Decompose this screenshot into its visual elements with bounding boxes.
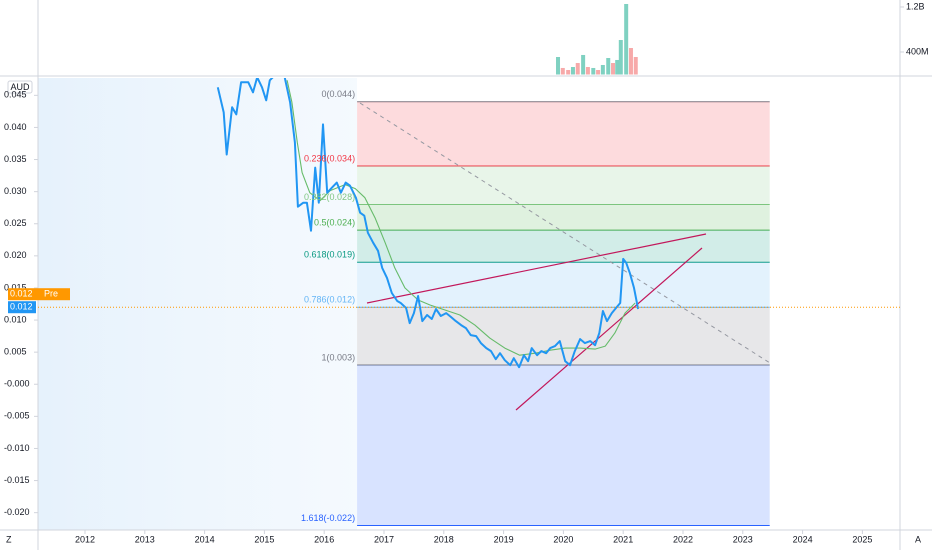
fib-label: 0.236(0.034) bbox=[304, 153, 355, 163]
fib-band bbox=[357, 101, 770, 166]
x-tick-label: 2023 bbox=[733, 534, 753, 544]
volume-bar bbox=[591, 67, 596, 75]
pre-market-tag: Pre bbox=[44, 289, 58, 299]
x-tick-label: 2013 bbox=[135, 534, 155, 544]
x-tick-label: 2018 bbox=[434, 534, 454, 544]
scale-mode[interactable]: Z bbox=[6, 534, 12, 544]
fib-band bbox=[357, 230, 770, 263]
volume-bar bbox=[575, 63, 580, 75]
volume-bar bbox=[566, 69, 571, 75]
fib-label: 1(0.003) bbox=[322, 352, 356, 362]
volume-bar bbox=[596, 69, 601, 75]
y-tick-label: 0.010 bbox=[4, 314, 27, 324]
currency-label: AUD bbox=[10, 82, 30, 92]
fib-trend-line bbox=[359, 102, 771, 364]
background-shade bbox=[38, 78, 357, 530]
x-tick-label: 2021 bbox=[613, 534, 633, 544]
fib-label: 0(0.044) bbox=[322, 89, 356, 99]
volume-bar bbox=[628, 47, 633, 75]
volume-bar bbox=[633, 57, 638, 75]
x-tick-label: 2025 bbox=[852, 534, 872, 544]
y-tick-label: -0.015 bbox=[4, 475, 30, 485]
y-tick-label: 0.035 bbox=[4, 154, 27, 164]
volume-bar bbox=[611, 63, 616, 75]
price-line bbox=[216, 78, 640, 369]
trend-line bbox=[366, 233, 707, 304]
x-tick-label: 2022 bbox=[673, 534, 693, 544]
volume-bar bbox=[615, 59, 620, 75]
volume-bar bbox=[581, 54, 586, 75]
volume-tick-label: 1.2B bbox=[906, 1, 925, 11]
volume-bar bbox=[600, 64, 605, 75]
scale-mode[interactable]: A bbox=[915, 534, 921, 544]
x-tick-label: 2024 bbox=[793, 534, 813, 544]
pre-market-label: 0.012 bbox=[10, 289, 33, 299]
y-tick-label: 0.030 bbox=[4, 186, 27, 196]
fib-band bbox=[357, 262, 770, 308]
volume-bar bbox=[556, 57, 561, 75]
fib-label: 0.5(0.024) bbox=[314, 218, 355, 228]
x-tick-label: 2019 bbox=[494, 534, 514, 544]
x-tick-label: 2015 bbox=[254, 534, 274, 544]
x-tick-label: 2016 bbox=[314, 534, 334, 544]
close-badge-label: 0.012 bbox=[10, 302, 33, 312]
volume-bar bbox=[585, 67, 590, 75]
x-tick-label: 2017 bbox=[374, 534, 394, 544]
fib-band bbox=[357, 364, 770, 526]
fib-label: 1.618(-0.022) bbox=[301, 513, 355, 523]
volume-bar bbox=[570, 67, 575, 75]
volume-bar bbox=[618, 40, 623, 75]
volume-bar bbox=[624, 3, 629, 75]
fib-label: 0.382(0.028) bbox=[304, 192, 355, 202]
y-tick-label: 0.040 bbox=[4, 122, 27, 132]
volume-tick-label: 400M bbox=[906, 46, 929, 56]
volume-bar bbox=[560, 67, 565, 75]
fib-label: 0.618(0.019) bbox=[304, 250, 355, 260]
y-tick-label: -0.020 bbox=[4, 507, 30, 517]
y-tick-label: 0.025 bbox=[4, 218, 27, 228]
y-tick-label: -0.010 bbox=[4, 443, 30, 453]
trend-line bbox=[515, 247, 703, 411]
y-tick-label: -0.005 bbox=[4, 411, 30, 421]
fib-label: 0.786(0.012) bbox=[304, 295, 355, 305]
x-tick-label: 2020 bbox=[553, 534, 573, 544]
fib-band bbox=[357, 204, 770, 231]
y-tick-label: 0.005 bbox=[4, 347, 27, 357]
x-tick-label: 2012 bbox=[75, 534, 95, 544]
y-tick-label: -0.000 bbox=[4, 379, 30, 389]
fib-band bbox=[357, 165, 770, 205]
x-tick-label: 2014 bbox=[195, 534, 215, 544]
y-tick-label: 0.015 bbox=[4, 282, 27, 292]
currency-box bbox=[7, 80, 33, 94]
y-tick-label: 0.020 bbox=[4, 250, 27, 260]
pre-market-badge bbox=[8, 288, 70, 301]
close-badge bbox=[8, 301, 36, 314]
y-tick-label: 0.045 bbox=[4, 90, 27, 100]
ma-line bbox=[286, 80, 636, 356]
volume-bar bbox=[606, 58, 611, 75]
